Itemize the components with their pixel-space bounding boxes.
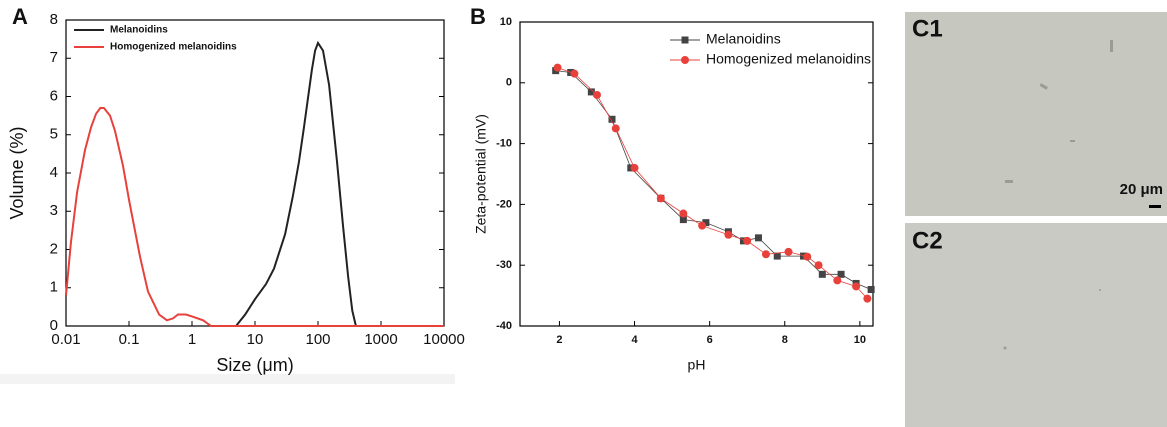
marker <box>611 124 620 133</box>
y-tick-label: -30 <box>496 259 512 271</box>
marker <box>679 209 688 218</box>
image-label: C2 <box>912 227 943 254</box>
legend-label: Homogenized melanoidins <box>110 42 237 53</box>
x-tick-label: 10 <box>247 331 264 348</box>
x-tick-label: 4 <box>631 334 638 346</box>
legend-label: Melanoidins <box>706 31 781 47</box>
x-tick-label: 10000 <box>423 331 465 348</box>
marker <box>761 250 770 259</box>
x-tick-label: 6 <box>707 334 713 346</box>
marker <box>773 252 781 260</box>
y-tick-label: 7 <box>50 49 58 66</box>
micrograph <box>905 12 1167 216</box>
scale-bar-label: 20 μm <box>1120 181 1163 198</box>
marker <box>833 276 842 285</box>
panel-label: A <box>12 4 28 29</box>
y-tick-label: 2 <box>50 240 58 257</box>
plot-frame <box>65 19 445 327</box>
marker <box>679 216 687 224</box>
marker <box>724 230 733 239</box>
marker <box>784 247 793 256</box>
marker <box>818 270 826 278</box>
x-axis-label: pH <box>688 357 706 373</box>
y-tick-label: -40 <box>496 320 512 332</box>
panel-label: B <box>470 4 486 29</box>
series-line <box>235 40 357 327</box>
x-tick-label: 1000 <box>364 331 397 348</box>
series-line <box>65 107 444 327</box>
marker <box>803 252 812 261</box>
scale-bar <box>1149 205 1161 208</box>
marker <box>863 294 872 303</box>
x-tick-label: 100 <box>305 331 330 348</box>
image-label: C1 <box>912 15 943 42</box>
legend-marker <box>681 36 689 44</box>
x-tick-label: 8 <box>782 334 788 346</box>
y-tick-label: 0 <box>506 77 512 89</box>
y-axis-label: Volume (%) <box>7 126 27 219</box>
marker <box>743 236 752 245</box>
marker <box>702 219 710 227</box>
y-tick-label: 4 <box>50 164 58 181</box>
marker <box>698 221 707 230</box>
marker <box>656 194 665 203</box>
band <box>0 374 455 384</box>
plot-frame <box>519 21 874 327</box>
y-tick-label: 6 <box>50 87 58 104</box>
marker <box>630 163 639 172</box>
marker <box>608 115 616 123</box>
micrograph <box>905 223 1167 427</box>
marker <box>587 88 595 96</box>
marker <box>814 261 823 270</box>
marker <box>570 69 579 78</box>
series-line <box>555 70 872 290</box>
y-tick-label: 1 <box>50 279 58 296</box>
x-tick-label: 2 <box>556 334 562 346</box>
y-tick-label: 8 <box>50 11 58 28</box>
y-axis-label: Zeta-potential (mV) <box>473 114 489 234</box>
x-tick-label: 10 <box>854 334 866 346</box>
marker <box>553 63 562 72</box>
y-tick-label: 0 <box>50 317 58 334</box>
x-axis-label: Size (μm) <box>216 355 293 375</box>
y-tick-label: 10 <box>500 16 512 28</box>
x-tick-label: 1 <box>188 331 196 348</box>
legend-label: Homogenized melanoidins <box>706 51 871 67</box>
y-tick-label: -20 <box>496 198 512 210</box>
y-tick-label: 5 <box>50 126 58 143</box>
x-tick-label: 0.01 <box>51 331 80 348</box>
y-tick-label: -10 <box>496 138 512 150</box>
marker <box>867 286 875 294</box>
x-tick-label: 0.1 <box>119 331 140 348</box>
legend-label: Melanoidins <box>110 25 168 36</box>
marker <box>837 270 845 278</box>
marker <box>592 90 601 99</box>
legend-marker <box>681 56 689 64</box>
marker <box>754 234 762 242</box>
y-tick-label: 3 <box>50 202 58 219</box>
specks <box>1003 40 1113 350</box>
marker <box>852 282 861 291</box>
